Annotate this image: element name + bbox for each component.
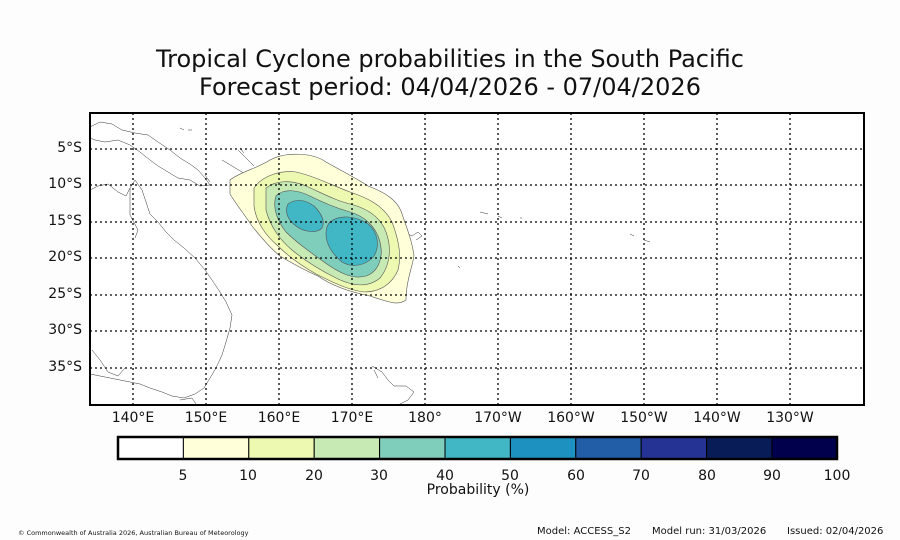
- lat-label: 25°S: [48, 286, 82, 302]
- map-frame: [89, 112, 865, 406]
- colorbar-tick: 60: [567, 468, 585, 484]
- colorbar-segment: [379, 436, 446, 460]
- colorbar-segment: [509, 436, 577, 460]
- lat-label: 20°S: [48, 249, 82, 265]
- gridlines: [90, 113, 864, 405]
- colorbar-segment: [771, 436, 838, 460]
- colorbar-tick: 50: [501, 468, 519, 484]
- lat-label: 5°S: [57, 140, 82, 156]
- colorbar-tick: 40: [436, 468, 454, 484]
- title-line-2: Forecast period: 04/04/2026 - 07/04/2026: [199, 73, 701, 101]
- lat-label: 35°S: [48, 359, 82, 375]
- colorbar-tick: 20: [305, 468, 323, 484]
- lon-label: 150°E: [184, 410, 228, 426]
- lat-label: 10°S: [48, 176, 82, 192]
- lon-label: 140°E: [111, 410, 155, 426]
- lon-label: 160°W: [547, 410, 595, 426]
- colorbar-segment: [706, 436, 773, 460]
- lat-label: 30°S: [48, 322, 82, 338]
- probability-contours: [229, 153, 415, 304]
- colorbar-segment: [248, 436, 315, 460]
- colorbar-segment: [444, 436, 511, 460]
- colorbar-tick: 70: [632, 468, 650, 484]
- colorbar-tick: 80: [698, 468, 716, 484]
- title-line-1: Tropical Cyclone probabilities in the So…: [156, 45, 744, 73]
- colorbar-tick: 30: [370, 468, 388, 484]
- copyright-text: © Commonwealth of Australia 2026, Austra…: [18, 529, 249, 537]
- colorbar: [116, 435, 839, 461]
- issued-date: Issued: 02/04/2026: [787, 526, 884, 537]
- colorbar-label: Probability (%): [426, 482, 530, 498]
- colorbar-tick: 100: [823, 468, 851, 484]
- coastlines: [89, 121, 651, 406]
- colorbar-tick: 10: [239, 468, 257, 484]
- contour-40pct-west: [286, 200, 324, 232]
- lon-label: 130°W: [766, 410, 814, 426]
- lon-label: 180°: [408, 410, 442, 426]
- contour-40pct-east: [325, 216, 378, 266]
- colorbar-segment: [575, 436, 642, 460]
- lon-label: 170°E: [330, 410, 374, 426]
- colorbar-frame: [116, 435, 839, 461]
- lon-label: 170°W: [474, 410, 522, 426]
- colorbar-segment: [182, 436, 250, 460]
- colorbar-tick: 5: [178, 468, 188, 484]
- lon-label: 160°E: [257, 410, 301, 426]
- lat-label: 15°S: [48, 213, 82, 229]
- colorbar-segment: [640, 436, 708, 460]
- model-run-date: Model run: 31/03/2026: [652, 526, 767, 537]
- map-background: [90, 113, 864, 405]
- colorbar-tick: 90: [763, 468, 781, 484]
- lon-label: 150°W: [620, 410, 668, 426]
- colorbar-segment: [117, 436, 184, 460]
- lon-label: 140°W: [693, 410, 741, 426]
- model-name: Model: ACCESS_S2: [537, 526, 631, 537]
- colorbar-segment: [313, 436, 381, 460]
